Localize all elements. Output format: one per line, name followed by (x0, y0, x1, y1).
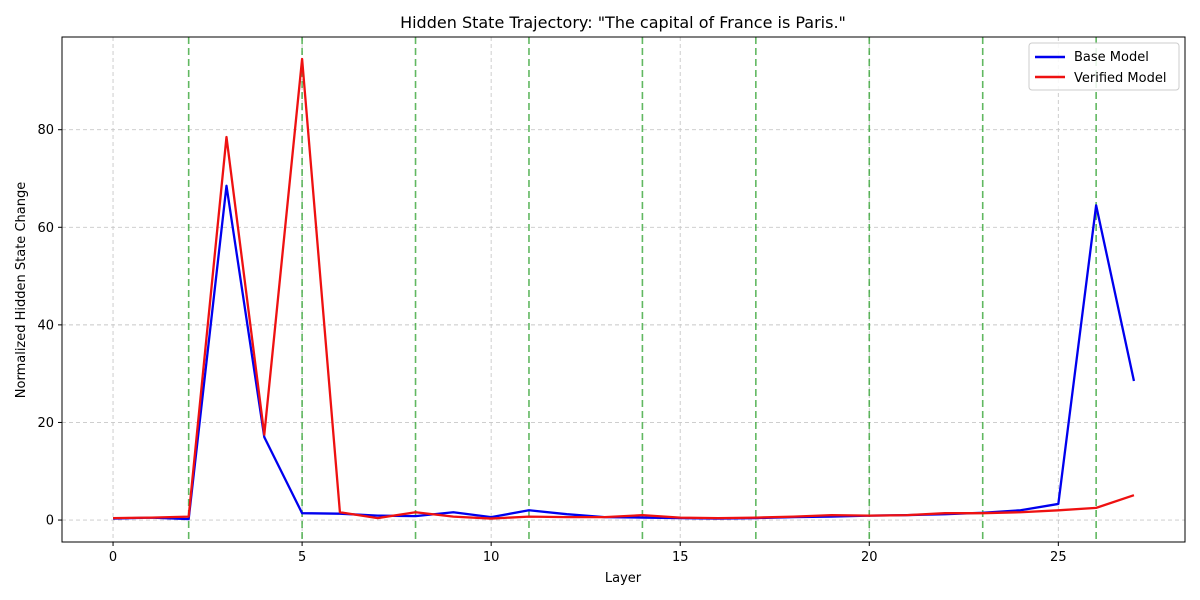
y-tick-label: 80 (37, 123, 54, 138)
legend-box (1028, 42, 1180, 91)
legend-label-verified: Verified Model (1074, 71, 1166, 86)
chart-title: Hidden State Trajectory: "The capital of… (400, 13, 846, 32)
y-tick-label: 20 (37, 416, 54, 431)
y-tick-label: 0 (46, 514, 54, 529)
x-tick-label: 0 (109, 550, 117, 565)
x-tick-label: 15 (672, 550, 689, 565)
series-line-base (113, 184, 1136, 521)
x-tick-label: 5 (298, 550, 306, 565)
series-lines (113, 57, 1136, 521)
x-tick-label: 20 (861, 550, 878, 565)
ticks: 0 5 10 15 20 25 0 20 40 60 80 (37, 123, 1066, 565)
x-tick-label: 10 (483, 550, 500, 565)
legend: Base Model Verified Model (1028, 42, 1180, 91)
x-tick-label: 25 (1050, 550, 1067, 565)
grid (62, 37, 1185, 542)
y-tick-label: 60 (37, 221, 54, 236)
y-tick-label: 40 (37, 318, 54, 333)
legend-label-base: Base Model (1074, 50, 1149, 65)
vertical-markers (187, 37, 1097, 542)
series-line-verified (113, 57, 1135, 520)
y-axis-label: Normalized Hidden State Change (14, 182, 29, 398)
plot-frame (61, 36, 1186, 543)
x-axis-label: Layer (605, 571, 642, 586)
